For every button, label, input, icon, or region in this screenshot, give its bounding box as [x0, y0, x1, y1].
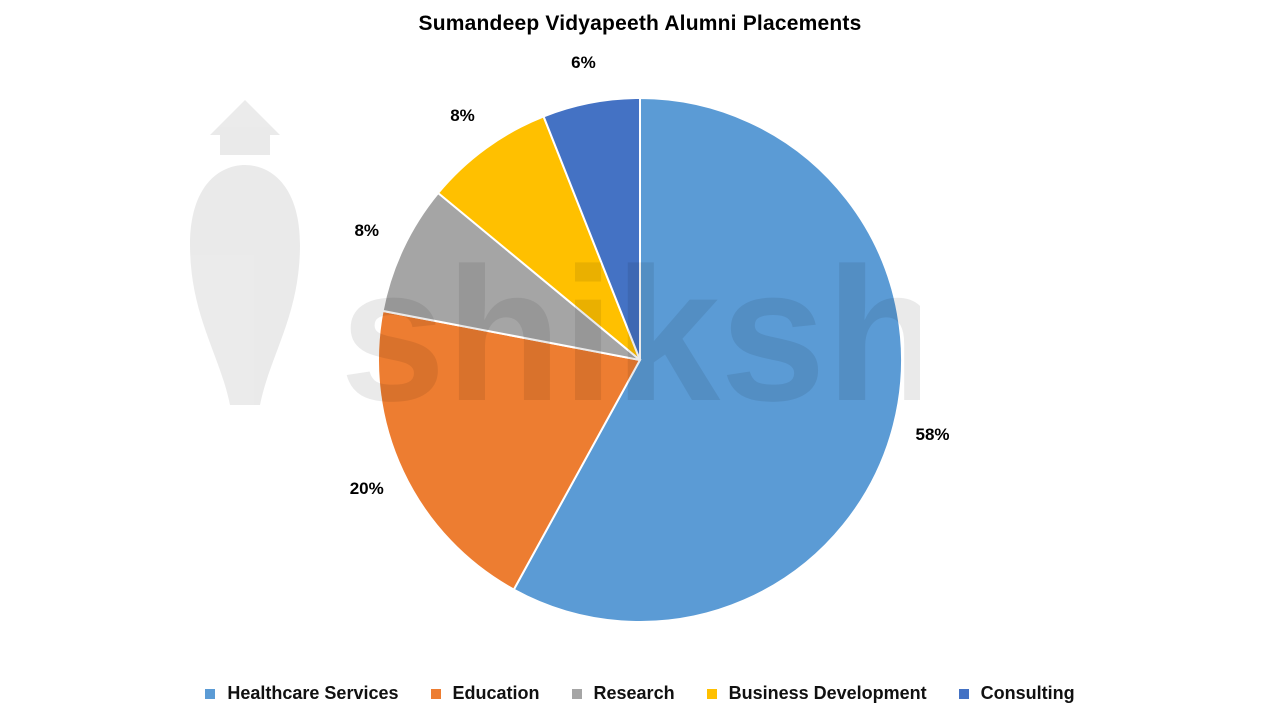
legend-item-education[interactable]: Education [430, 683, 540, 704]
pie-slice-healthcare-services[interactable] [512, 96, 903, 623]
pie-slices [377, 96, 903, 623]
pie-slice-business-development[interactable] [436, 115, 641, 361]
legend-item-business-development[interactable]: Business Development [706, 683, 927, 704]
legend-item-research[interactable]: Research [571, 683, 675, 704]
data-label-healthcare-services: 58% [915, 425, 950, 445]
legend-swatch [430, 688, 441, 699]
pie-slice-research[interactable] [381, 191, 641, 361]
data-label-research: 8% [354, 221, 380, 241]
legend-label: Education [452, 683, 540, 703]
legend-swatch [706, 688, 717, 699]
legend-swatch [571, 688, 582, 699]
legend-label: Healthcare Services [227, 683, 399, 703]
legend-label: Research [593, 683, 675, 703]
data-label-business-development: 8% [450, 105, 475, 125]
pie-slice-education[interactable] [377, 309, 642, 591]
chart-title: Sumandeep Vidyapeeth Alumni Placements [418, 12, 862, 35]
data-label-consulting: 6% [571, 53, 596, 73]
legend: Healthcare Services Education Research B… [0, 683, 1280, 704]
legend-label: Business Development [728, 683, 927, 703]
pie-slice-consulting[interactable] [542, 96, 641, 361]
legend-item-healthcare-services[interactable]: Healthcare Services [205, 683, 399, 704]
legend-label: Consulting [980, 683, 1075, 703]
legend-swatch [205, 688, 216, 699]
data-label-education: 20% [349, 478, 384, 498]
legend-swatch [958, 688, 969, 699]
legend-item-consulting[interactable]: Consulting [958, 683, 1075, 704]
